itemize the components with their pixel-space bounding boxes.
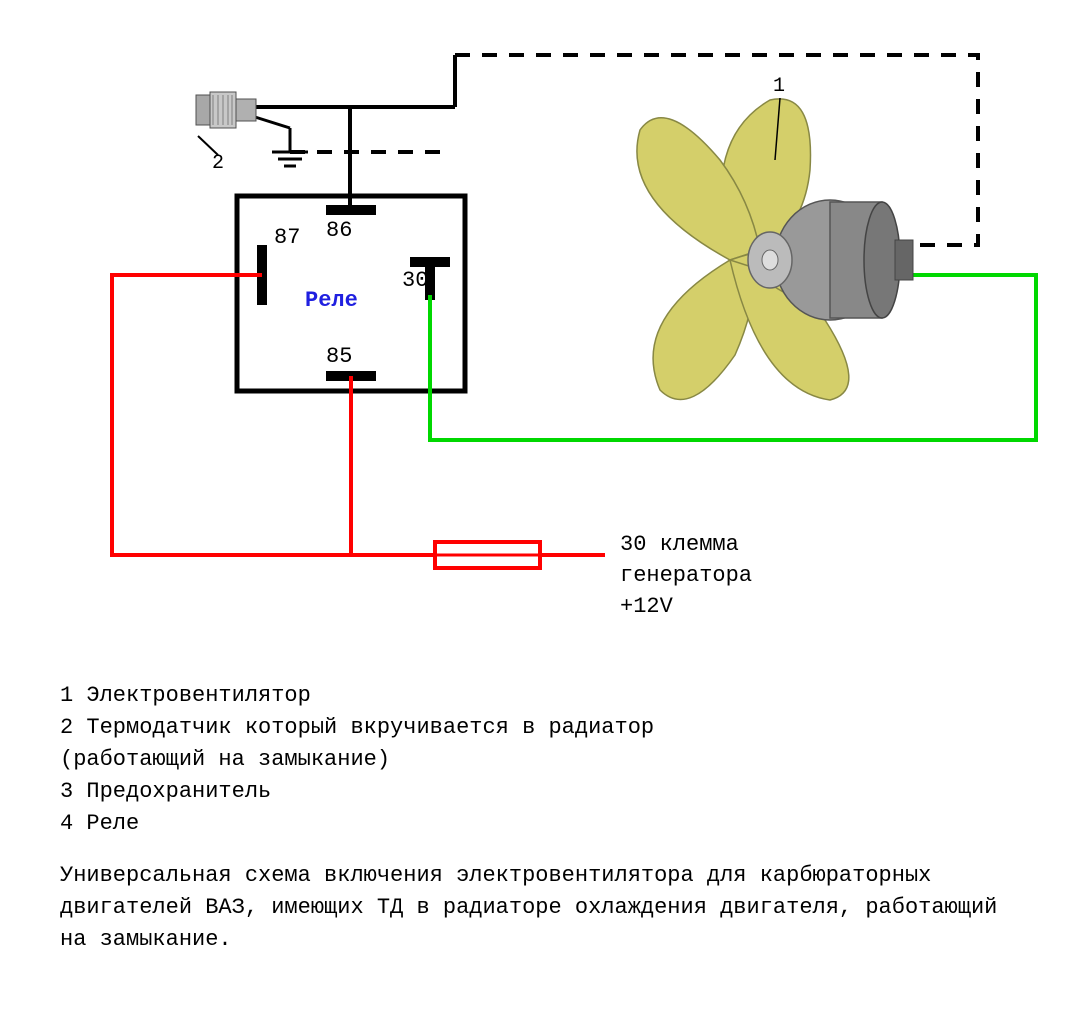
legend-item-2: 2 Термодатчик который вкручивается в рад…	[60, 712, 654, 744]
pin-label-85: 85	[326, 344, 352, 369]
fan-assembly	[637, 98, 913, 400]
terminal-line1: 30 клемма	[620, 530, 752, 561]
diagram-svg	[0, 0, 1080, 1009]
terminal-line3: +12V	[620, 592, 752, 623]
pin-label-87: 87	[274, 225, 300, 250]
pin-label-86: 86	[326, 218, 352, 243]
legend-item-1: 1 Электровентилятор	[60, 680, 654, 712]
legend-block: 1 Электровентилятор 2 Термодатчик которы…	[60, 680, 654, 839]
callout-sensor: 2	[212, 152, 224, 175]
sensor-wire-to-ground	[255, 117, 290, 128]
legend-item-3: 3 Предохранитель	[60, 776, 654, 808]
pin-label-30: 30	[402, 268, 428, 293]
description-text: Универсальная схема включения электровен…	[60, 860, 1020, 956]
callout-fan: 1	[773, 75, 785, 98]
legend-item-2b: (работающий на замыкание)	[60, 744, 654, 776]
thermo-sensor	[196, 92, 256, 155]
wire-red-87	[112, 275, 435, 555]
wiring-diagram: 1 2 86 87 30 85 Реле 30 клемма генератор…	[0, 0, 1080, 1009]
relay-label: Реле	[305, 288, 358, 313]
legend-item-4: 4 Реле	[60, 808, 654, 840]
terminal-label: 30 клемма генератора +12V	[620, 530, 752, 622]
terminal-line2: генератора	[620, 561, 752, 592]
